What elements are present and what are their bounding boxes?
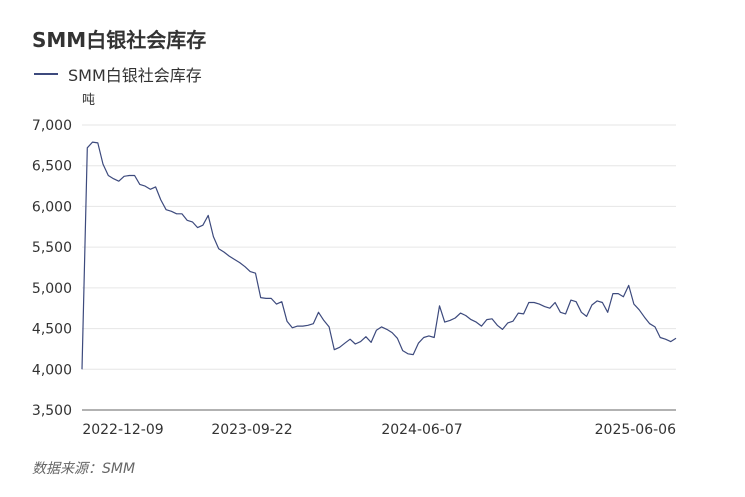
- series-layer: [81, 141, 677, 370]
- tick-labels: 3,500 4,000 4,500 5,000 5,500 6,000 6,500 7,000…: [32, 93, 676, 438]
- y-tick-label: 5,000: [32, 281, 72, 297]
- data-source-note: 数据来源：SMM: [32, 461, 136, 477]
- y-tick-label: 4,000: [32, 362, 72, 378]
- y-tick-label: 4,500: [32, 322, 72, 338]
- x-tick-label: 2024-06-07: [381, 422, 462, 438]
- series-line: [81, 141, 677, 370]
- legend-swatch: [34, 73, 58, 75]
- legend-label: SMM白银社会库存: [68, 66, 202, 85]
- y-tick-label: 5,500: [32, 240, 72, 256]
- y-tick-label: 6,500: [32, 159, 72, 175]
- x-tick-label: 2022-12-09: [82, 422, 163, 438]
- y-tick-label: 3,500: [32, 403, 72, 419]
- y-tick-label: 6,000: [32, 199, 72, 215]
- x-tick-label: 2023-09-22: [211, 422, 292, 438]
- gridlines: [82, 124, 676, 370]
- x-tick-label: 2025-06-06: [595, 422, 676, 438]
- y-axis-unit: 吨: [82, 93, 95, 108]
- chart-title: SMM白银社会库存: [32, 28, 207, 52]
- y-tick-label: 7,000: [32, 118, 72, 134]
- legend[interactable]: SMM白银社会库存: [34, 62, 202, 86]
